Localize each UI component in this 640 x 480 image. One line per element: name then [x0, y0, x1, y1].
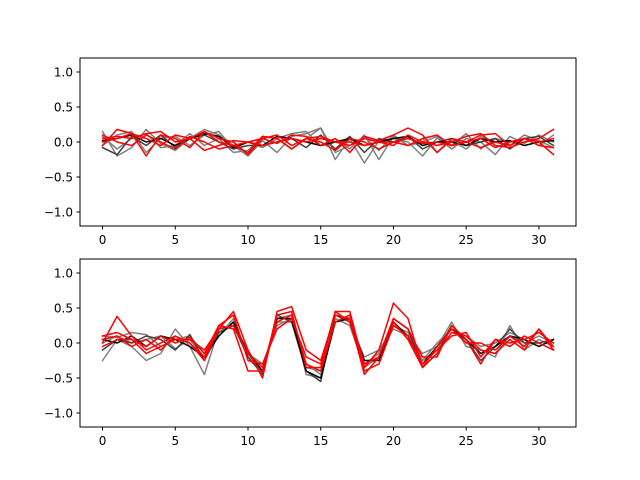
- series-line-8: [101, 133, 555, 150]
- x-tick-label: 30: [531, 233, 546, 247]
- x-tick-label: 5: [171, 233, 179, 247]
- x-tick-label: 0: [99, 233, 107, 247]
- series-line-7: [101, 310, 555, 372]
- y-tick-label: −1.0: [44, 205, 73, 219]
- top-subplot: 0 5 10 15 20 25 30 −1.0 −0.5 0.0 0.5 1.0: [44, 57, 577, 247]
- series-group: [101, 302, 555, 383]
- bottom-subplot: 0 5 10 15 20 25 30 −1.0 −0.5 0.0 0.5 1.0: [44, 258, 577, 448]
- series-line-6: [101, 130, 555, 152]
- y-tick-label: −0.5: [44, 170, 73, 184]
- series-line-5: [101, 127, 555, 157]
- series-line-8: [101, 314, 555, 372]
- y-tick-label: 1.0: [54, 266, 73, 280]
- x-tick-label: 15: [313, 434, 328, 448]
- series-group: [101, 127, 555, 164]
- y-tick-label: 0.5: [54, 301, 73, 315]
- y-tick-label: 0.0: [54, 336, 73, 350]
- series-line-7: [101, 128, 555, 154]
- x-tick-label: 5: [171, 434, 179, 448]
- x-tick-label: 15: [313, 233, 328, 247]
- x-tick-label: 20: [386, 233, 401, 247]
- x-tick-label: 30: [531, 434, 546, 448]
- y-tick-label: −0.5: [44, 371, 73, 385]
- x-tick-label: 0: [99, 434, 107, 448]
- x-tick-label: 25: [459, 233, 474, 247]
- x-tick-label: 10: [240, 434, 255, 448]
- y-tick-label: 0.5: [54, 100, 73, 114]
- x-tick-label: 25: [459, 434, 474, 448]
- x-tick-label: 20: [386, 434, 401, 448]
- x-tick-label: 10: [240, 233, 255, 247]
- y-tick-label: 0.0: [54, 135, 73, 149]
- series-line-4: [101, 317, 555, 379]
- y-tick-label: 1.0: [54, 65, 73, 79]
- y-tick-label: −1.0: [44, 406, 73, 420]
